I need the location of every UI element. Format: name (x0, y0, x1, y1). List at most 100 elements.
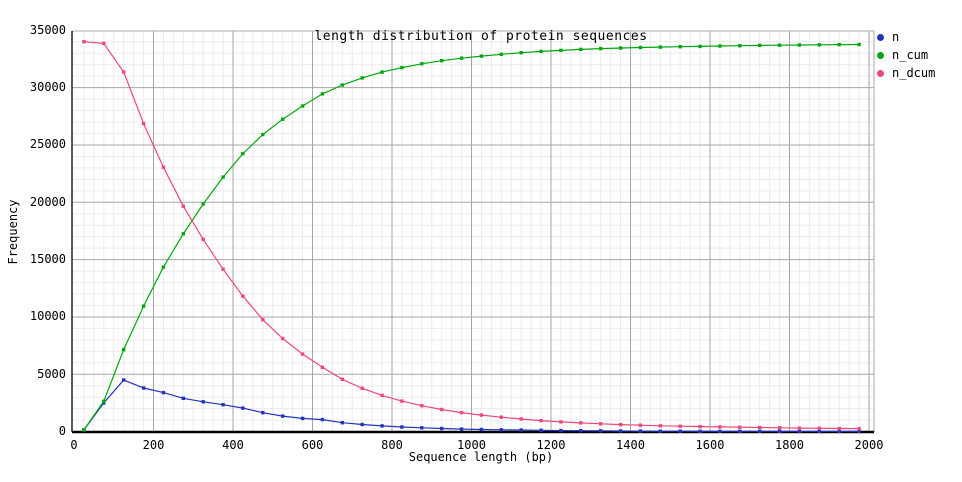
y-tick-label-35000: 35000 (29, 22, 66, 37)
series-marker-n_dcum (519, 417, 523, 421)
series-marker-n (122, 378, 126, 382)
series-marker-n_cum (201, 202, 205, 206)
series-marker-n (181, 396, 185, 400)
series-marker-n_cum (738, 44, 742, 48)
series-marker-n (738, 429, 742, 433)
series-marker-n (758, 429, 762, 433)
series-marker-n_cum (618, 46, 623, 50)
x-tick-label-800: 800 (381, 438, 403, 452)
x-tick-label-0: 0 (70, 438, 78, 452)
legend-marker-n-icon (877, 33, 884, 41)
series-marker-n_dcum (837, 426, 841, 431)
series-marker-n_dcum (82, 40, 86, 44)
series-marker-n_cum (539, 49, 543, 54)
series-marker-n_cum (440, 59, 444, 63)
series-marker-n (817, 429, 821, 434)
series-marker-n_dcum (320, 365, 325, 369)
legend-label-n: n (892, 30, 900, 44)
series-marker-n_dcum (380, 393, 384, 398)
series-marker-n_dcum (678, 424, 682, 428)
series-marker-n (459, 427, 464, 431)
series-marker-n_dcum (241, 294, 245, 298)
series-marker-n_cum (360, 76, 364, 80)
series-marker-n_dcum (141, 121, 146, 126)
series-marker-n_cum (857, 42, 861, 47)
series-marker-n_dcum (122, 70, 126, 74)
series-marker-n_dcum (340, 377, 344, 381)
series-marker-n_cum (261, 132, 265, 137)
series-marker-n (519, 428, 523, 432)
series-marker-n_dcum (638, 423, 643, 427)
series-marker-n_cum (122, 347, 126, 352)
series-marker-n (638, 429, 643, 433)
legend: n n_cum n_dcum (877, 28, 935, 82)
series-marker-n (837, 429, 841, 434)
series-marker-n_dcum (738, 425, 742, 429)
series-marker-n_cum (479, 54, 484, 58)
y-tick-label-0: 0 (58, 424, 66, 439)
series-marker-n (579, 429, 583, 433)
series-marker-n_cum (161, 265, 166, 269)
legend-label-n-cum: n_cum (892, 48, 929, 62)
series-marker-n_cum (718, 44, 722, 48)
series-marker-n_dcum (400, 399, 404, 403)
series-marker-n_dcum (459, 410, 464, 415)
series-marker-n_dcum (281, 336, 285, 341)
series-marker-n_cum (380, 70, 384, 74)
series-marker-n_dcum (718, 425, 722, 429)
series-marker-n_dcum (579, 421, 583, 425)
legend-item-n-dcum: n_dcum (877, 64, 935, 82)
series-marker-n_dcum (181, 204, 185, 208)
series-marker-n (718, 429, 722, 433)
series-marker-n_dcum (797, 426, 802, 430)
series-marker-n (201, 400, 205, 404)
x-tick-label-1600: 1600 (695, 438, 725, 452)
series-marker-n_dcum (539, 418, 543, 423)
series-marker-n (340, 421, 344, 425)
chart-title: length distribution of protein sequences (314, 29, 648, 44)
series-marker-n (320, 417, 325, 422)
series-marker-n_cum (698, 44, 702, 49)
series-marker-n (400, 425, 404, 429)
series-marker-n_dcum (559, 420, 563, 424)
series-marker-n_cum (300, 104, 305, 108)
series-marker-n_cum (559, 48, 563, 53)
series-marker-n_dcum (698, 424, 702, 429)
series-marker-n_dcum (161, 165, 166, 169)
series-marker-n_dcum (221, 267, 225, 271)
series-marker-n_dcum (420, 404, 424, 408)
series-marker-n_dcum (440, 407, 444, 412)
series-marker-n_cum (579, 47, 583, 52)
series-marker-n_cum (777, 43, 782, 47)
series-marker-n_cum (102, 399, 106, 403)
x-tick-label-1200: 1200 (536, 438, 566, 452)
series-marker-n_cum (519, 51, 523, 55)
series-marker-n (102, 401, 106, 405)
series-marker-n (539, 428, 543, 432)
series-marker-n (300, 416, 305, 421)
series-marker-n (599, 429, 603, 433)
x-tick-label-1800: 1800 (775, 438, 804, 452)
series-marker-n_dcum (777, 426, 782, 430)
legend-marker-n-dcum-icon (877, 69, 884, 77)
series-marker-n_cum (837, 42, 841, 47)
series-marker-n_cum (658, 45, 662, 49)
series-marker-n (380, 424, 384, 428)
series-marker-n (797, 429, 802, 434)
series-marker-n (420, 426, 424, 430)
x-axis-label: Sequence length (bp) (408, 450, 554, 464)
series-marker-n_cum (599, 46, 603, 51)
y-tick-label-20000: 20000 (29, 194, 66, 209)
series-marker-n_cum (400, 65, 404, 70)
series-marker-n_cum (181, 232, 185, 236)
series-marker-n (559, 428, 563, 433)
series-marker-n_dcum (499, 415, 503, 419)
series-marker-n_dcum (201, 237, 205, 242)
y-axis-label: Frequency (6, 199, 20, 265)
series-marker-n_cum (141, 304, 146, 308)
series-marker-n_dcum (658, 424, 662, 428)
series-marker-n (241, 406, 245, 410)
series-marker-n (857, 429, 861, 434)
y-tick-label-10000: 10000 (29, 309, 66, 324)
